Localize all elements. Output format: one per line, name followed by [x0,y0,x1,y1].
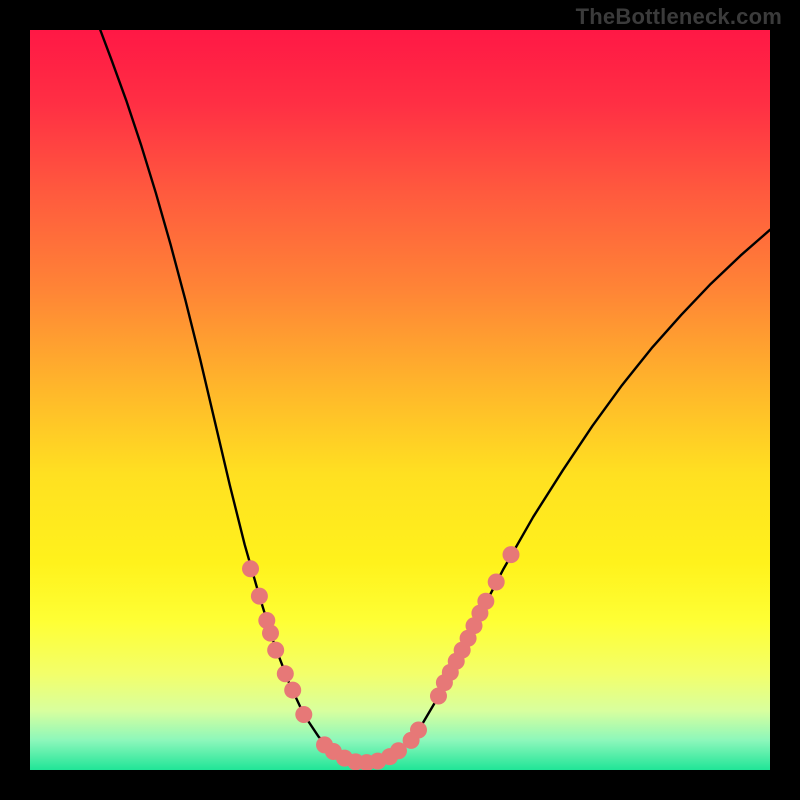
chart-stage: TheBottleneck.com [0,0,800,800]
data-point [488,574,505,591]
data-point [295,706,312,723]
data-point [503,546,520,563]
data-point [267,642,284,659]
data-point [277,665,294,682]
data-point [410,722,427,739]
bottleneck-curve-chart [0,0,800,800]
data-point [242,560,259,577]
watermark-text: TheBottleneck.com [576,4,782,30]
data-point [251,588,268,605]
data-point [477,593,494,610]
data-point [262,625,279,642]
data-point [284,682,301,699]
